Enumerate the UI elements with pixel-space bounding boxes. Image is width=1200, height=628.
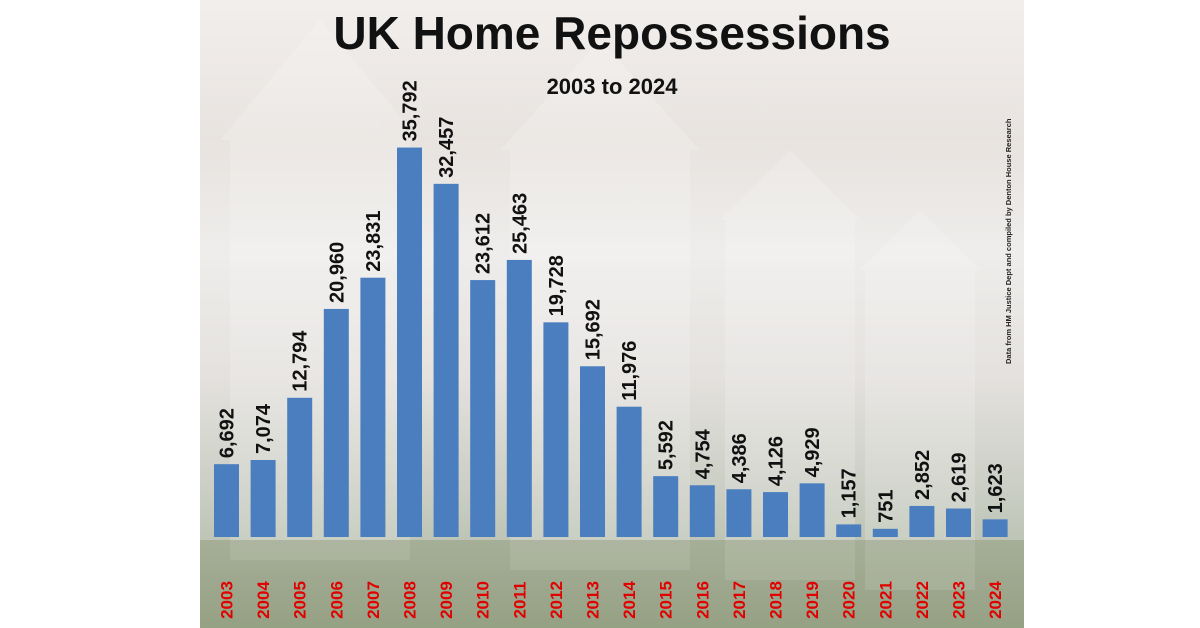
bar-2023	[946, 508, 971, 537]
bar-2014	[616, 406, 642, 537]
bar-2018	[763, 492, 788, 537]
category-label-2024: 2024	[986, 581, 1005, 619]
category-label-2012: 2012	[547, 581, 566, 619]
value-label-2024: 1,623	[985, 463, 1007, 513]
value-label-2017: 4,386	[729, 433, 751, 483]
bar-2015	[653, 476, 679, 537]
bar-2009	[433, 183, 459, 538]
value-label-2011: 25,463	[509, 193, 531, 254]
value-label-2018: 4,126	[766, 436, 788, 486]
category-label-2006: 2006	[327, 581, 346, 619]
bar-chart: 6,692 2003 7,074 2004 12,794 2005 20,960 2006 23…	[214, 80, 1008, 619]
bar-2005	[287, 397, 313, 537]
bar-2008	[397, 147, 422, 537]
category-label-2010: 2010	[474, 581, 493, 619]
value-label-2020: 1,157	[839, 468, 861, 518]
chart-subtitle: 2003 to 2024	[546, 74, 678, 99]
category-label-2008: 2008	[401, 581, 420, 619]
bar-2011	[506, 259, 532, 537]
value-label-2014: 11,976	[619, 341, 641, 401]
category-label-2003: 2003	[218, 581, 237, 619]
category-label-2011: 2011	[510, 582, 529, 619]
category-label-2004: 2004	[254, 581, 273, 619]
value-label-2015: 5,592	[656, 420, 678, 470]
category-label-2007: 2007	[364, 581, 383, 619]
category-label-2014: 2014	[620, 581, 639, 619]
value-label-2012: 19,728	[546, 255, 568, 316]
category-label-2017: 2017	[730, 581, 749, 619]
bar-2003	[214, 464, 239, 537]
category-label-2015: 2015	[657, 581, 676, 619]
category-label-2009: 2009	[437, 581, 456, 619]
value-label-2019: 4,929	[802, 427, 824, 477]
category-label-2021: 2021	[876, 581, 895, 619]
category-label-2023: 2023	[950, 581, 969, 619]
value-label-2022: 2,852	[912, 450, 934, 500]
category-label-2018: 2018	[767, 581, 786, 619]
bar-2013	[580, 366, 605, 537]
bar-2019	[799, 483, 825, 537]
chart-canvas: 6,692 2003 7,074 2004 12,794 2005 20,960 2006 23…	[200, 0, 1024, 628]
bar-2007	[360, 277, 386, 537]
value-label-2004: 7,074	[253, 403, 275, 454]
bar-2024	[982, 519, 1008, 537]
bar-2017	[726, 489, 752, 537]
bar-2012	[543, 322, 569, 537]
value-label-2009: 32,457	[436, 117, 458, 178]
category-label-2005: 2005	[291, 581, 310, 619]
category-label-2020: 2020	[840, 581, 859, 619]
value-label-2003: 6,692	[217, 408, 239, 458]
bar-2004	[250, 460, 276, 537]
value-label-2023: 2,619	[949, 452, 971, 502]
bar-2010	[470, 280, 496, 537]
value-label-2010: 23,612	[473, 213, 495, 274]
category-label-2016: 2016	[693, 581, 712, 619]
value-label-2016: 4,754	[692, 428, 714, 479]
chart-title: UK Home Repossessions	[333, 7, 891, 59]
value-label-2013: 15,692	[583, 299, 605, 360]
bar-2020	[836, 524, 862, 537]
bar-2021	[872, 528, 898, 537]
value-label-2007: 23,831	[363, 211, 385, 272]
value-label-2008: 35,792	[400, 80, 422, 141]
bar-2016	[689, 485, 715, 537]
value-label-2021: 751	[875, 489, 897, 522]
category-label-2019: 2019	[803, 581, 822, 619]
category-label-2013: 2013	[584, 581, 603, 619]
bar-2022	[909, 505, 935, 537]
value-label-2006: 20,960	[326, 242, 348, 303]
source-note: Data from HM Justice Dept and compiled b…	[1004, 118, 1013, 364]
bar-2006	[323, 308, 349, 537]
category-label-2022: 2022	[913, 581, 932, 619]
value-label-2005: 12,794	[290, 330, 312, 392]
